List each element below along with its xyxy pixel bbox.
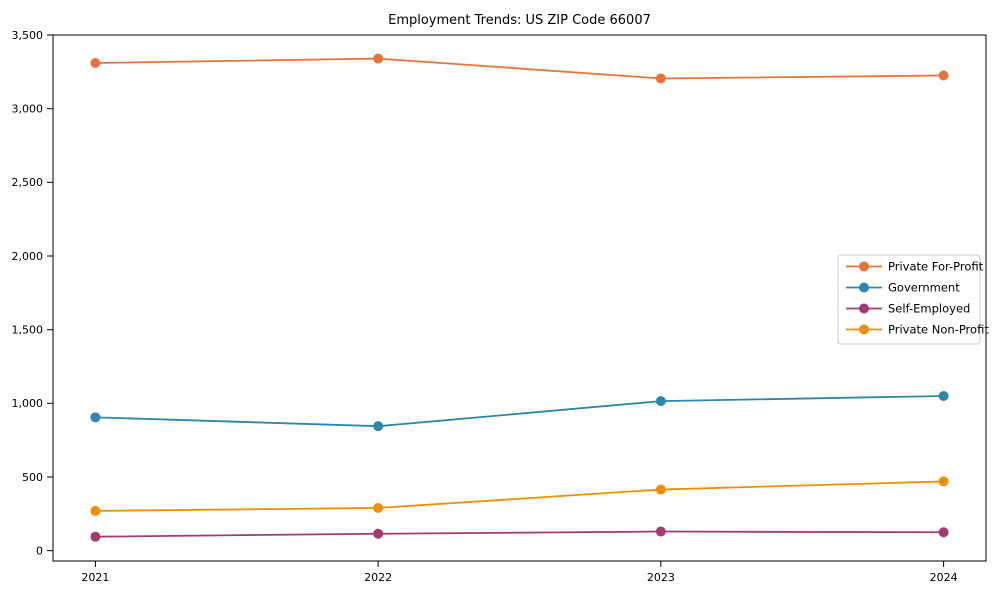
data-point-private-non-profit <box>373 502 384 513</box>
chart-title: Employment Trends: US ZIP Code 66007 <box>388 13 651 28</box>
x-axis-tick-label: 2021 <box>81 571 109 584</box>
y-axis-tick-label: 3,000 <box>12 102 44 115</box>
data-point-government <box>655 396 666 407</box>
data-point-private-for-profit <box>938 70 949 81</box>
data-point-self-employed <box>90 531 101 542</box>
legend-label-self-employed: Self-Employed <box>888 302 970 316</box>
series-line-self-employed <box>95 530 944 538</box>
y-axis-tick-label: 3,500 <box>12 29 44 42</box>
data-point-private-non-profit <box>90 505 101 516</box>
x-axis-tick-label: 2022 <box>364 571 392 584</box>
data-point-government <box>938 390 949 401</box>
x-axis-tick-label: 2024 <box>930 571 958 584</box>
y-axis-tick-label: 2,500 <box>12 176 44 189</box>
legend-marker-private-for-profit <box>859 261 869 272</box>
y-axis-tick-label: 500 <box>22 471 43 484</box>
x-axis-tick-label: 2023 <box>647 571 675 584</box>
series-line-private-non-profit <box>95 480 944 512</box>
legend-label-government: Government <box>888 281 960 295</box>
data-point-private-non-profit <box>938 476 949 487</box>
data-point-private-non-profit <box>655 484 666 495</box>
legend-box <box>837 254 981 345</box>
y-axis-tick-label: 0 <box>36 544 43 557</box>
data-point-private-for-profit <box>373 53 384 64</box>
legend-marker-self-employed <box>859 303 869 314</box>
series-line-private-for-profit <box>95 57 944 80</box>
legend-label-private-non-profit: Private Non-Profit <box>888 323 989 337</box>
data-point-private-for-profit <box>90 57 101 68</box>
legend-label-private-for-profit: Private For-Profit <box>888 260 984 274</box>
data-point-self-employed <box>938 527 949 538</box>
data-point-self-employed <box>373 528 384 539</box>
data-point-government <box>373 421 384 432</box>
data-point-government <box>90 412 101 423</box>
legend-marker-private-non-profit <box>859 324 869 335</box>
data-point-private-for-profit <box>655 73 666 84</box>
data-point-self-employed <box>655 526 666 537</box>
series-line-government <box>95 395 944 428</box>
axes-spines <box>52 34 987 562</box>
legend-marker-government <box>859 282 869 293</box>
y-axis-tick-label: 1,000 <box>12 397 44 410</box>
y-axis-tick-label: 2,000 <box>12 250 44 263</box>
y-axis-tick-label: 1,500 <box>12 323 44 336</box>
